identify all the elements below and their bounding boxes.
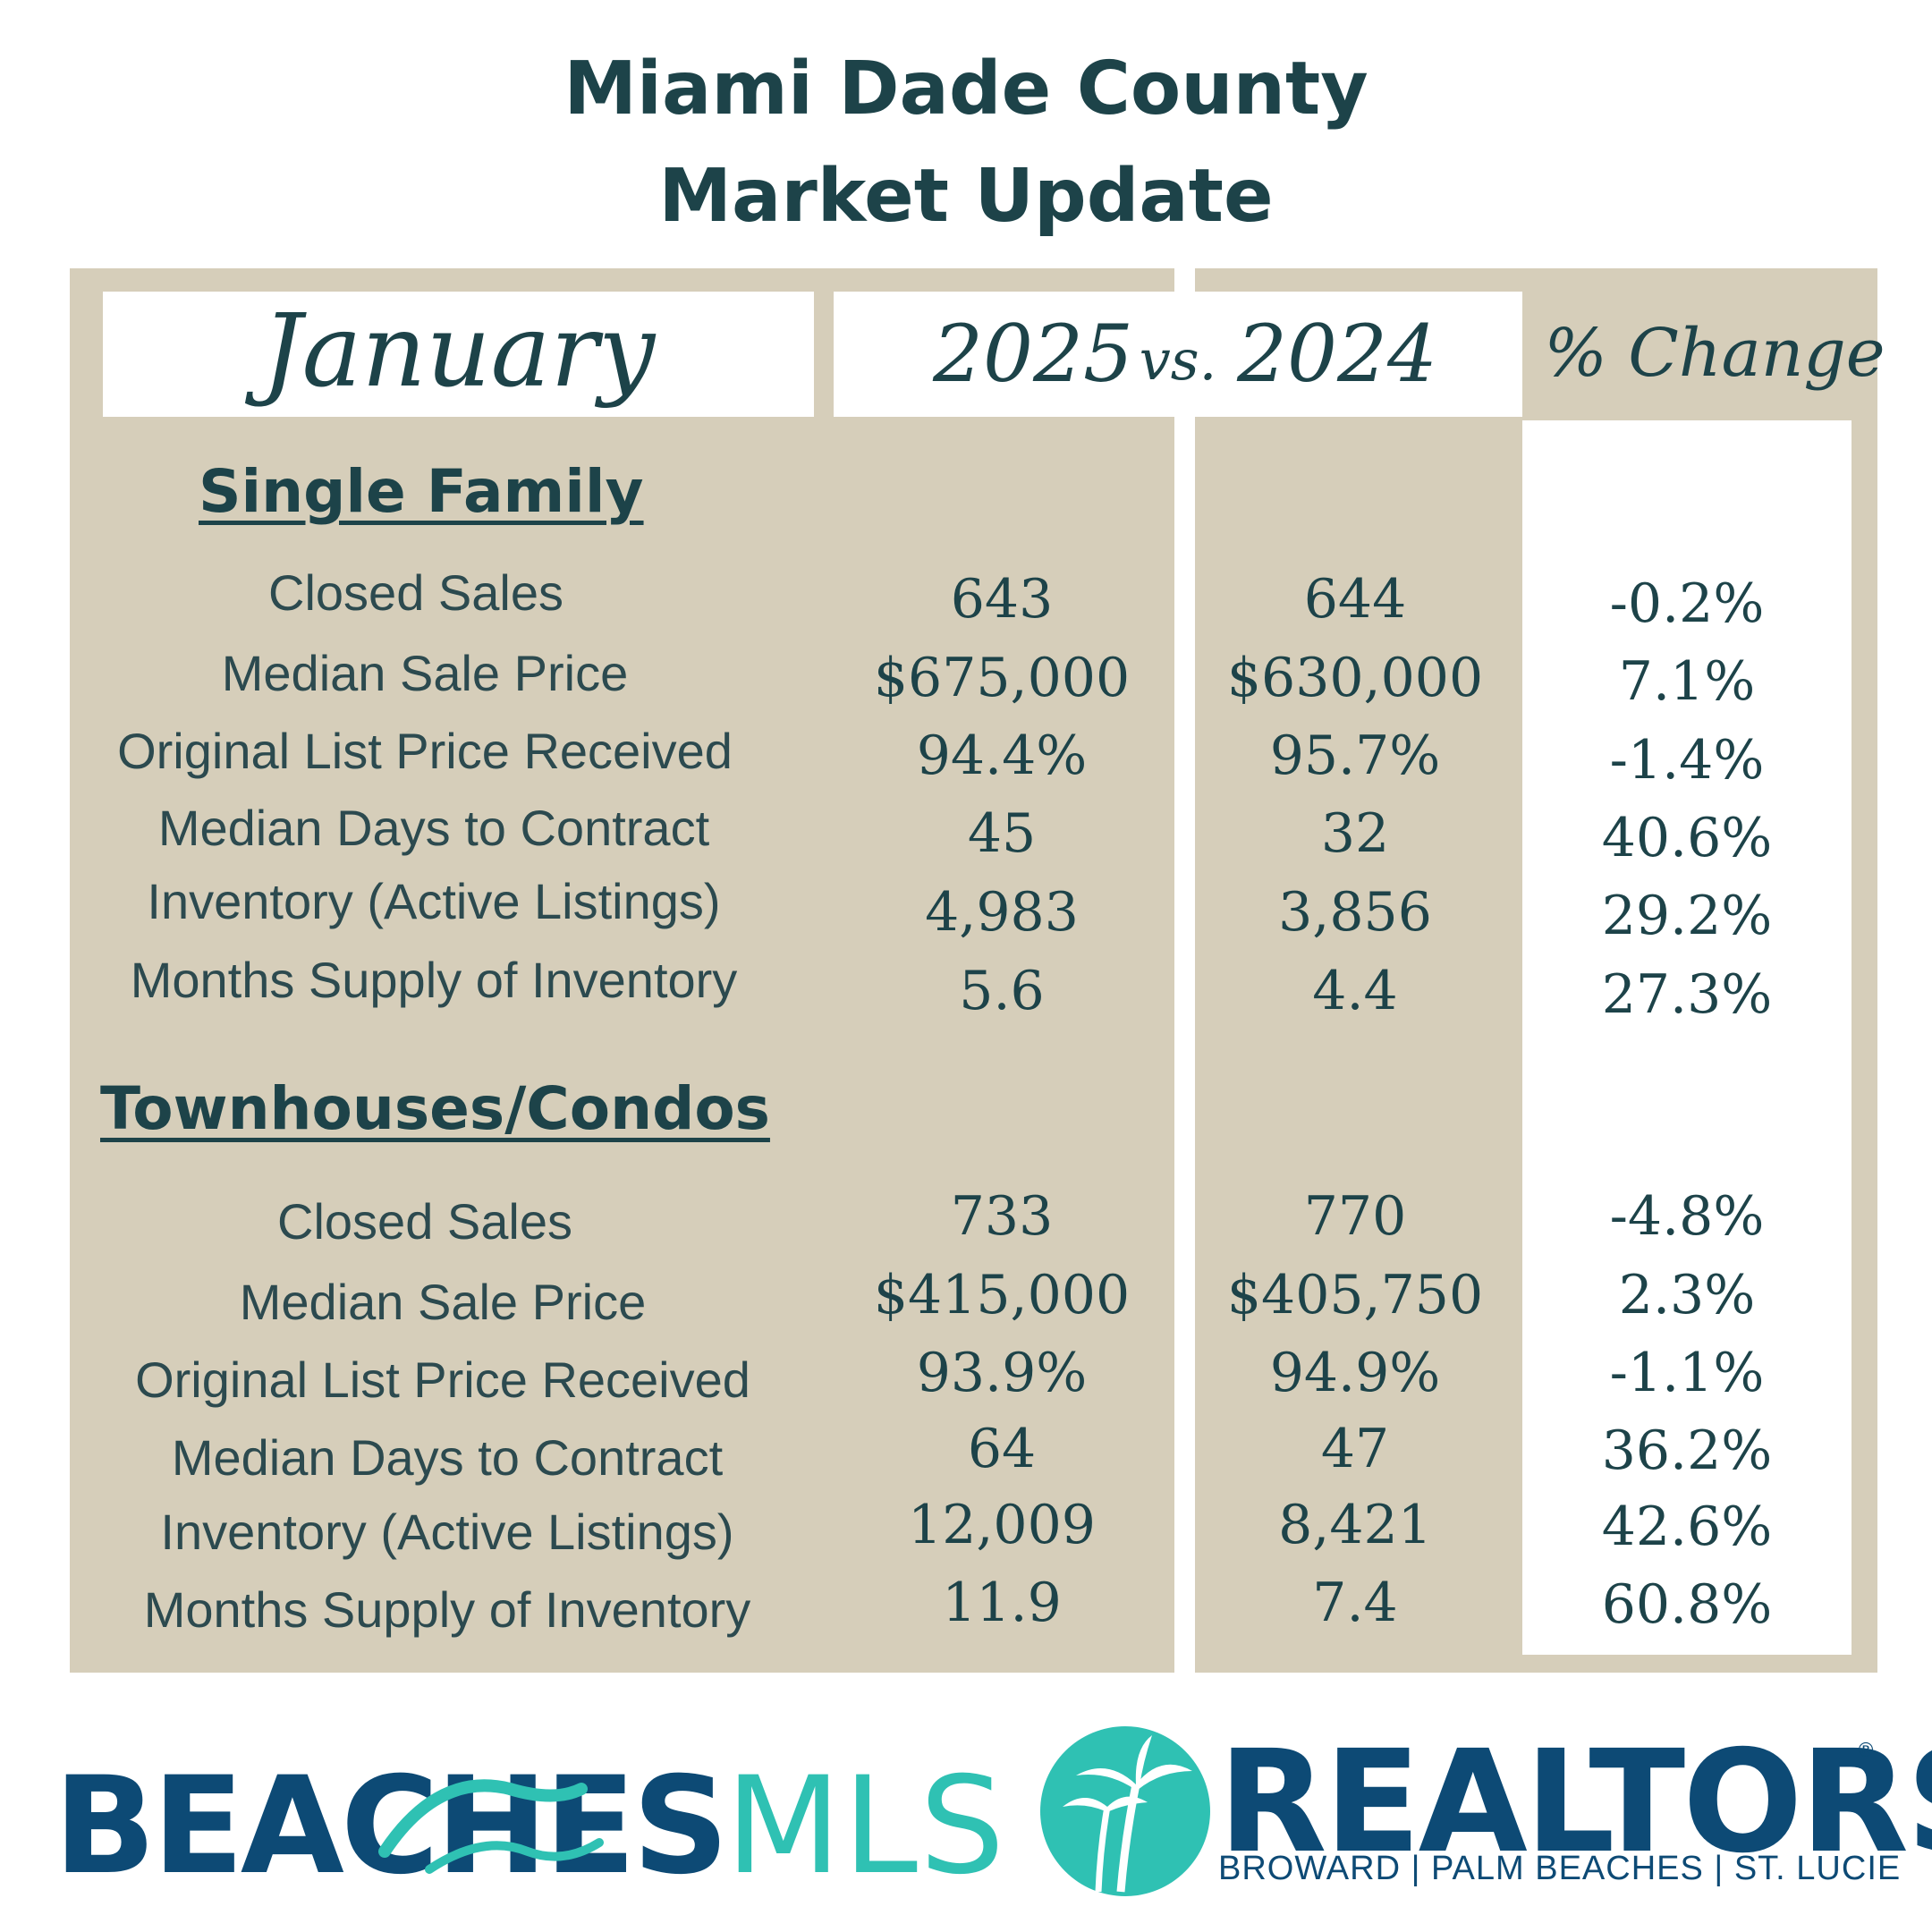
row-label: Closed Sales <box>277 1193 572 1250</box>
row-prior-value: $630,000 <box>1226 647 1484 709</box>
row-current-value: 45 <box>967 802 1037 865</box>
section-title-single-family: Single Family <box>199 457 644 526</box>
row-change-value: -4.8% <box>1609 1185 1765 1248</box>
row-change-value: 2.3% <box>1618 1264 1756 1326</box>
palm-tree-icon <box>1040 1726 1210 1896</box>
beaches-wordmark: BEACHES <box>54 1749 729 1904</box>
row-current-value: 733 <box>950 1185 1054 1248</box>
beaches-mls-logo: BEACHESMLS <box>54 1749 1004 1904</box>
row-prior-value: 94.9% <box>1269 1342 1441 1404</box>
row-current-value: 94.4% <box>916 724 1088 787</box>
row-prior-value: 770 <box>1303 1185 1407 1248</box>
registered-mark: ® <box>1856 1740 1876 1762</box>
change-column <box>1522 420 1852 1655</box>
row-label: Original List Price Received <box>117 723 733 779</box>
month-label: January <box>261 293 656 410</box>
realtors-subtitle: BROWARD | PALM BEACHES | ST. LUCIE <box>1218 1850 1902 1887</box>
page-title-line2: Market Update <box>658 154 1274 239</box>
realtors-wordmark: REALTORS <box>1218 1720 1932 1885</box>
row-current-value: 11.9 <box>942 1572 1062 1634</box>
row-prior-value: 3,856 <box>1278 881 1432 944</box>
row-current-value: 64 <box>967 1418 1037 1480</box>
row-change-value: 60.8% <box>1601 1573 1773 1636</box>
row-label: Median Sale Price <box>239 1274 647 1330</box>
row-change-value: 40.6% <box>1601 807 1773 869</box>
row-current-value: $415,000 <box>873 1264 1131 1326</box>
row-current-value: 93.9% <box>916 1342 1088 1404</box>
row-prior-value: $405,750 <box>1226 1264 1484 1326</box>
years-box <box>834 292 1522 417</box>
row-prior-value: 4.4 <box>1312 960 1398 1022</box>
wave-icon <box>378 1779 604 1874</box>
row-change-value: -1.4% <box>1609 729 1765 792</box>
row-prior-value: 32 <box>1320 802 1390 865</box>
row-change-value: -1.1% <box>1609 1342 1765 1404</box>
row-current-value: $675,000 <box>873 647 1131 709</box>
row-current-value: 5.6 <box>959 960 1045 1022</box>
row-change-value: -0.2% <box>1609 572 1765 635</box>
row-label: Median Sale Price <box>221 645 629 701</box>
vs-label: vs. <box>1139 327 1217 393</box>
row-label: Median Days to Contract <box>171 1429 724 1486</box>
row-change-value: 42.6% <box>1601 1496 1773 1558</box>
row-current-value: 4,983 <box>925 881 1079 944</box>
row-label: Inventory (Active Listings) <box>147 873 721 929</box>
row-prior-value: 95.7% <box>1269 724 1441 787</box>
row-label: Closed Sales <box>268 564 564 621</box>
pct-change-label: % Change <box>1544 315 1885 392</box>
row-prior-value: 47 <box>1320 1418 1390 1480</box>
row-label: Median Days to Contract <box>157 800 710 856</box>
left-panel <box>70 268 1174 1673</box>
row-change-value: 7.1% <box>1618 650 1756 713</box>
row-label: Months Supply of Inventory <box>143 1581 751 1638</box>
row-label: Months Supply of Inventory <box>130 952 738 1008</box>
row-change-value: 29.2% <box>1601 885 1773 947</box>
row-change-value: 36.2% <box>1601 1419 1773 1482</box>
month-box <box>103 292 814 417</box>
mls-wordmark: MLS <box>725 1749 1007 1904</box>
row-change-value: 27.3% <box>1601 963 1773 1026</box>
page-title-line1: Miami Dade County <box>564 47 1368 131</box>
row-label: Inventory (Active Listings) <box>160 1504 734 1560</box>
section-title-townhouses-condos: Townhouses/Condos <box>100 1074 770 1143</box>
row-prior-value: 7.4 <box>1312 1572 1398 1634</box>
row-label: Original List Price Received <box>135 1352 750 1408</box>
row-prior-value: 644 <box>1303 568 1407 631</box>
row-current-value: 643 <box>950 568 1054 631</box>
row-current-value: 12,009 <box>908 1494 1096 1556</box>
row-prior-value: 8,421 <box>1278 1494 1432 1556</box>
year-current-label: 2025 <box>933 308 1133 400</box>
year-prior-label: 2024 <box>1237 308 1437 400</box>
